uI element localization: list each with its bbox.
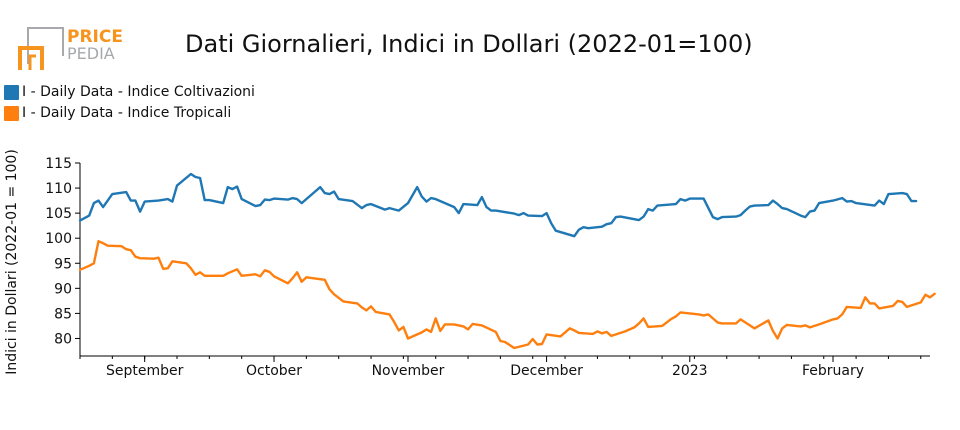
- legend-swatch-coltivazioni: [4, 84, 19, 100]
- x-tick-label: November: [372, 363, 445, 379]
- x-tick-label: September: [106, 363, 184, 379]
- y-tick-label: 90: [54, 281, 72, 297]
- series-layer: [78, 172, 936, 350]
- logo-mark-orange-inner: [28, 54, 36, 70]
- legend-label-coltivazioni: I - Daily Data - Indice Coltivazioni: [22, 84, 255, 100]
- pricepedia-logo: PRICE PEDIA: [18, 27, 123, 70]
- x-axis: September October November December 2023 Febr…: [79, 355, 930, 379]
- logo-text-price: PRICE: [67, 27, 123, 47]
- series-line-coltivazioni: [78, 172, 918, 238]
- y-tick-label: 105: [45, 206, 72, 222]
- series-line-tropicali: [78, 240, 936, 350]
- y-tick-label: 80: [54, 331, 72, 347]
- chart-title: Dati Giornalieri, Indici in Dollari (202…: [185, 30, 753, 58]
- y-axis-title: Indici in Dollari (2022-01 = 100): [4, 149, 20, 375]
- logo-text-pedia: PEDIA: [67, 44, 115, 63]
- y-tick-label: 115: [45, 156, 72, 172]
- x-tick-label: 2023: [672, 363, 708, 379]
- logo-mark-orange: [18, 46, 44, 70]
- legend-swatch-tropicali: [4, 105, 19, 121]
- y-tick-label: 100: [45, 231, 72, 247]
- x-tick-label: October: [246, 363, 302, 379]
- legend-item-coltivazioni[interactable]: I - Daily Data - Indice Coltivazioni: [4, 84, 255, 100]
- y-axis: 80 85 90 95 100 105 110 115: [45, 156, 81, 356]
- x-tick-label: December: [510, 363, 583, 379]
- x-tick-label: February: [802, 363, 864, 379]
- legend-label-tropicali: I - Daily Data - Indice Tropicali: [22, 105, 232, 121]
- legend-item-tropicali[interactable]: I - Daily Data - Indice Tropicali: [4, 105, 231, 121]
- y-tick-label: 85: [54, 306, 72, 322]
- y-tick-label: 110: [45, 181, 72, 197]
- y-tick-label: 95: [54, 256, 72, 272]
